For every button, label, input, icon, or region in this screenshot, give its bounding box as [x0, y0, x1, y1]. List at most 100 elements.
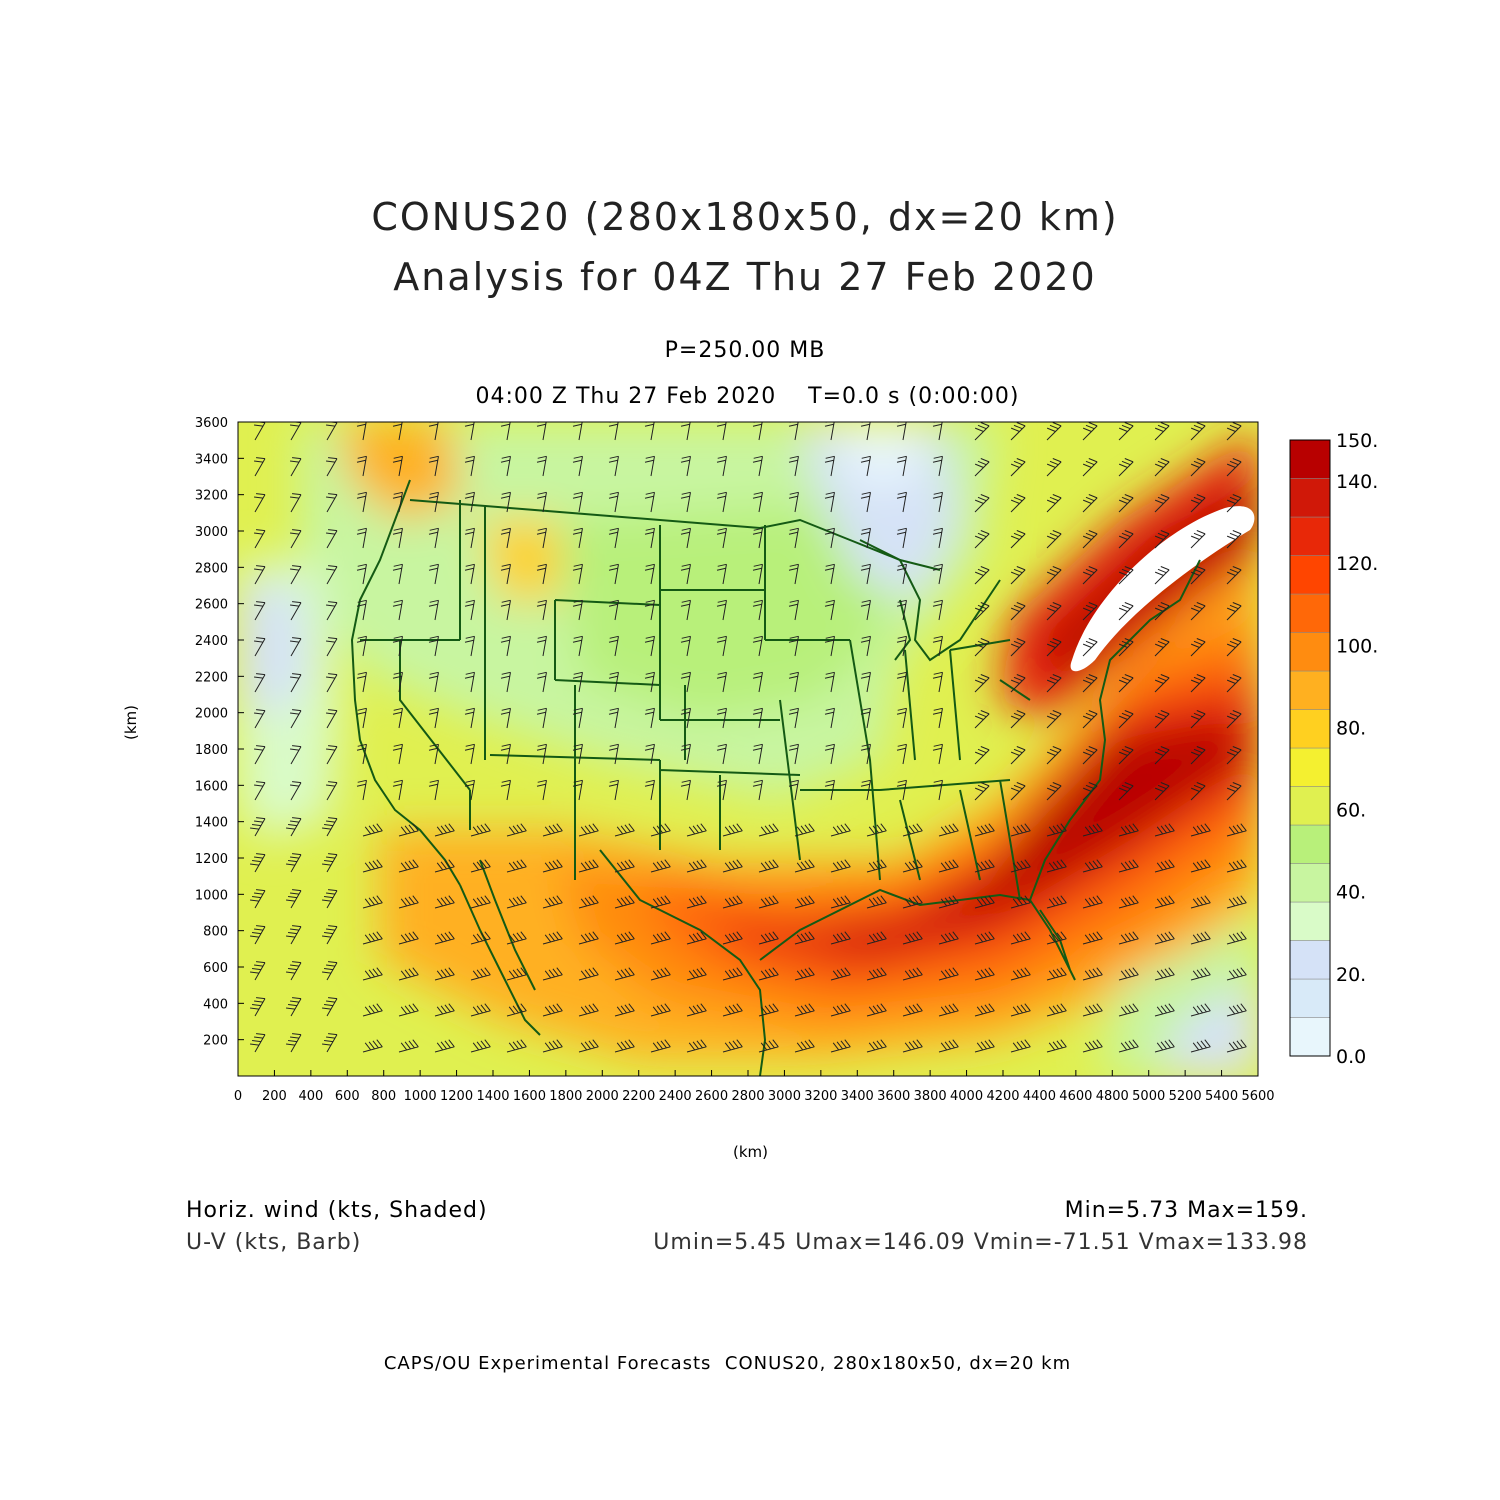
x-tick-label: 0 [234, 1089, 242, 1104]
chart-title-line1: CONUS20 (280x180x50, dx=20 km) [371, 195, 1119, 239]
wind-barb [686, 859, 707, 873]
wind-barb [974, 602, 990, 621]
wind-barb [1118, 746, 1134, 765]
wind-barb [500, 422, 511, 441]
wind-barb [680, 635, 691, 657]
wind-barb [572, 491, 583, 513]
wind-barb [326, 673, 338, 693]
y-tick-label: 2400 [195, 634, 228, 649]
wind-barb [722, 895, 743, 909]
barb-field-description: U-V (kts, Barb) [186, 1230, 362, 1255]
wind-barb [974, 566, 990, 585]
wind-barb [794, 859, 815, 873]
wind-barb [392, 455, 403, 477]
x-tick-label: 400 [298, 1089, 323, 1104]
wind-barb [1046, 602, 1062, 621]
wind-barb [1226, 823, 1247, 837]
wind-barb [470, 967, 491, 981]
wind-barb [322, 961, 338, 981]
wind-barb [434, 1039, 455, 1053]
wind-barb [1046, 967, 1067, 981]
wind-barb [500, 671, 511, 693]
wind-barb [758, 931, 779, 945]
wind-barb [1226, 931, 1247, 945]
wind-barb [290, 565, 302, 585]
wind-barb [686, 931, 707, 945]
wind-barb [716, 527, 727, 549]
wind-barb [650, 859, 671, 873]
wind-barb [1118, 710, 1134, 729]
wind-barb [500, 491, 511, 513]
wind-barb [866, 1039, 887, 1053]
x-tick-label: 2600 [695, 1089, 728, 1104]
wind-barb [1154, 782, 1170, 801]
wind-barb [1190, 1003, 1211, 1017]
wind-barb [974, 458, 990, 477]
wind-barb [644, 707, 655, 729]
wind-barb [1118, 895, 1139, 909]
wind-barb [578, 1003, 599, 1017]
wind-barb [716, 743, 727, 765]
wind-barb [464, 635, 475, 657]
wind-barb [500, 743, 511, 765]
wind-barb [1118, 931, 1139, 945]
wind-barb [572, 599, 583, 621]
wind-barb [1226, 674, 1242, 693]
wind-barb [896, 527, 907, 549]
wind-barb [830, 931, 851, 945]
wind-barb [322, 853, 338, 873]
wind-barb [1046, 530, 1062, 549]
wind-barb [578, 895, 599, 909]
wind-barb [752, 671, 763, 693]
wind-barb [902, 1003, 923, 1017]
wind-barb [356, 563, 367, 585]
wind-barb [608, 671, 619, 693]
wind-barb [722, 1003, 743, 1017]
wind-barb [1154, 967, 1175, 981]
wind-barb [362, 895, 383, 909]
wind-barb [614, 895, 635, 909]
wind-barb [392, 491, 403, 513]
wind-barb [1154, 1003, 1175, 1017]
wind-speed-shading [238, 422, 1258, 1076]
wind-barb [250, 853, 266, 873]
wind-barb [752, 599, 763, 621]
colorbar-swatch [1289, 824, 1331, 864]
wind-barb [1154, 859, 1175, 873]
wind-barb [650, 931, 671, 945]
wind-barb [932, 635, 943, 657]
wind-barb [464, 779, 475, 801]
wind-barb [322, 889, 338, 909]
wind-barb [290, 457, 302, 477]
wind-barb [824, 563, 835, 585]
wind-barb [254, 781, 266, 801]
wind-barb [752, 707, 763, 729]
wind-barb [1118, 602, 1134, 621]
wind-barb [578, 823, 599, 837]
wind-barb [506, 1003, 527, 1017]
wind-barb [392, 707, 403, 729]
y-tick-label: 1400 [195, 816, 228, 831]
y-tick-label: 1800 [195, 743, 228, 758]
wind-barb [254, 457, 266, 477]
wind-barb [254, 565, 266, 585]
wind-barb [794, 1039, 815, 1053]
x-tick-label: 2800 [731, 1089, 764, 1104]
wind-barb [1046, 566, 1062, 585]
x-tick-label: 1200 [440, 1089, 473, 1104]
wind-barb [1226, 602, 1242, 621]
wind-barb [860, 422, 871, 441]
wind-barb [794, 1003, 815, 1017]
wind-barb [896, 671, 907, 693]
wind-barb [824, 422, 835, 441]
wind-barb [250, 1033, 266, 1053]
wind-barb [974, 895, 995, 909]
wind-barb [974, 638, 990, 657]
wind-barb [1226, 566, 1242, 585]
wind-barb [788, 671, 799, 693]
wind-barb [752, 422, 763, 441]
wind-barb [824, 527, 835, 549]
wind-barb [758, 859, 779, 873]
y-tick-label: 2600 [195, 598, 228, 613]
